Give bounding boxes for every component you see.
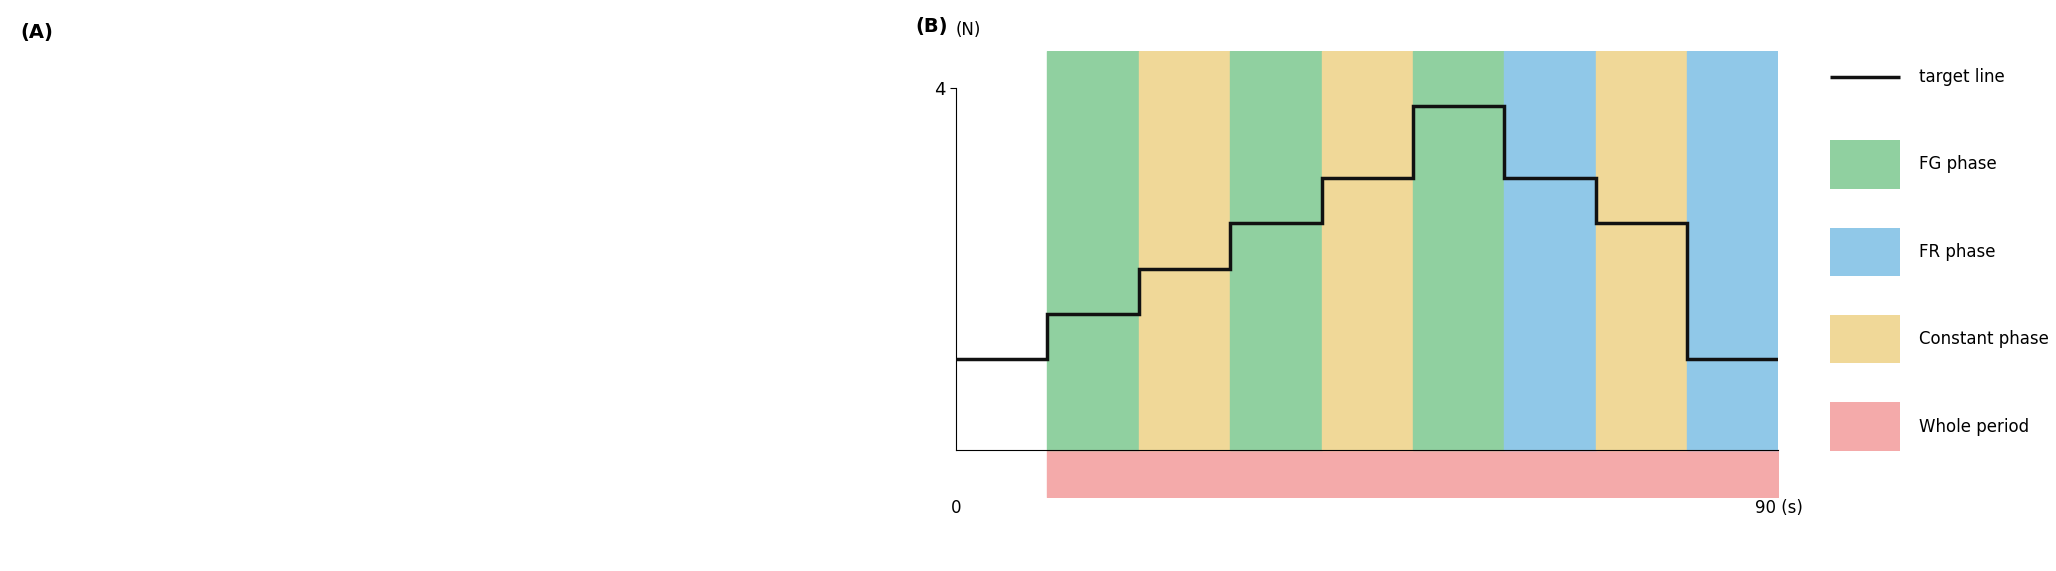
Bar [1139,51,1229,450]
Text: (B): (B) [915,17,948,36]
FancyBboxPatch shape [1830,227,1900,276]
FancyBboxPatch shape [1830,315,1900,364]
Bar [1505,51,1595,450]
Bar [1688,51,1778,450]
FancyBboxPatch shape [1830,140,1900,189]
Text: (A): (A) [21,23,53,42]
Bar [1322,51,1412,450]
Text: (N): (N) [956,21,981,39]
FancyBboxPatch shape [1830,402,1900,451]
Bar [1229,51,1322,450]
Text: 0: 0 [950,498,962,517]
Text: FR phase: FR phase [1918,243,1996,261]
Text: Whole period: Whole period [1918,417,2029,436]
Bar [1595,51,1688,450]
Bar [1412,51,1505,450]
Bar [1047,51,1139,450]
Text: FG phase: FG phase [1918,155,1996,174]
Text: target line: target line [1918,68,2005,86]
Text: Constant phase: Constant phase [1918,330,2050,348]
Text: 90 (s): 90 (s) [1754,498,1803,517]
